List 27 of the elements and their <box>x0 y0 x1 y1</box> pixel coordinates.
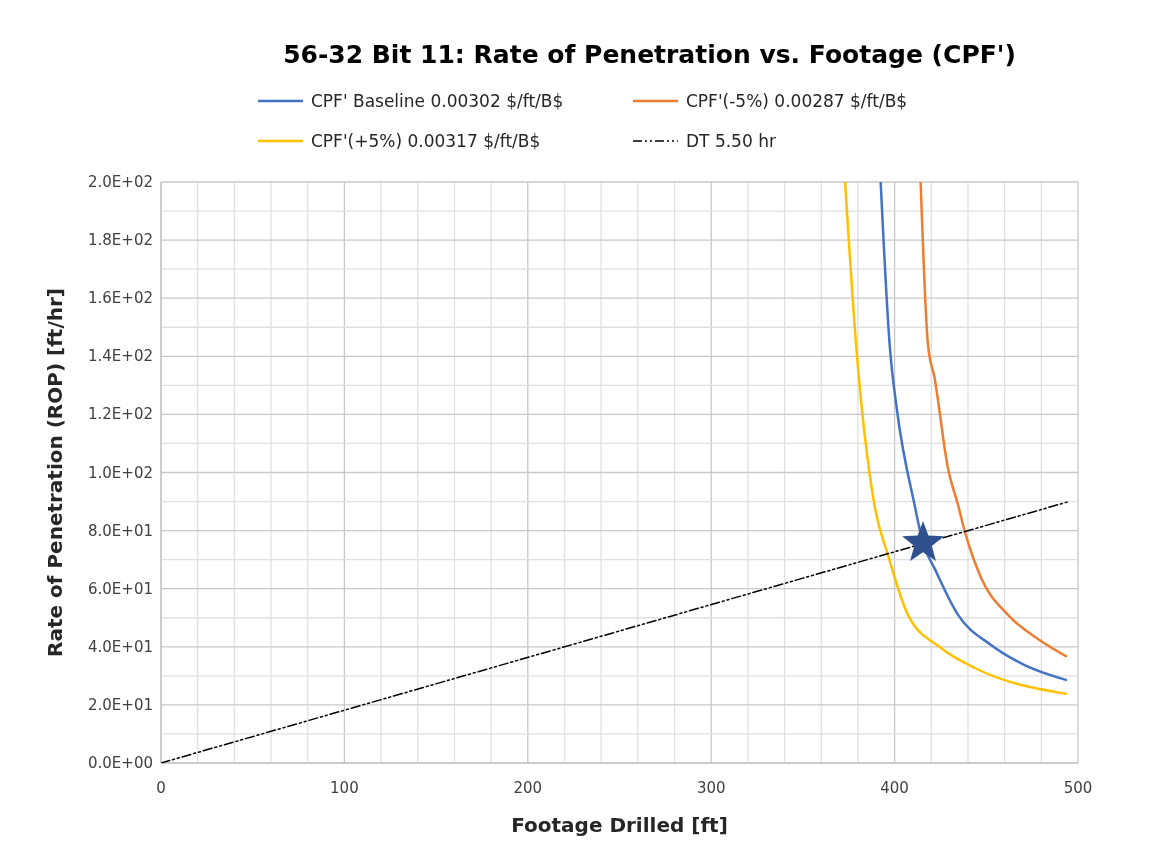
y-tick-label: 4.0E+01 <box>88 637 153 656</box>
line-series <box>843 182 1068 696</box>
y-tick-label: 1.0E+02 <box>88 463 153 482</box>
x-tick-label: 0 <box>156 779 166 797</box>
y-tick-label: 1.6E+02 <box>88 289 153 308</box>
y-tick-label: 6.0E+01 <box>88 579 153 598</box>
x-axis-title: Footage Drilled [ft] <box>511 813 728 837</box>
x-tick-label: 100 <box>330 779 359 797</box>
y-tick-label: 0.0E+00 <box>88 754 153 772</box>
legend-label: CPF'(+5%) 0.00317 $/ft/B$ <box>311 131 541 151</box>
x-tick-label: 400 <box>880 779 909 797</box>
legend-label: CPF' Baseline 0.00302 $/ft/B$ <box>311 91 564 111</box>
y-tick-label: 2.0E+01 <box>88 695 153 714</box>
y-tick-label: 1.4E+02 <box>88 347 153 366</box>
y-tick-label: 8.0E+01 <box>88 521 153 540</box>
y-tick-label: 1.2E+02 <box>88 405 153 424</box>
x-tick-label: 300 <box>696 779 726 797</box>
line-series <box>879 182 1068 682</box>
legend-label: DT 5.50 hr <box>686 131 776 151</box>
legend-label: CPF'(-5%) 0.00287 $/ft/B$ <box>686 91 908 111</box>
x-tick-label: 500 <box>1063 779 1093 797</box>
y-tick-label: 2.0E+02 <box>88 173 153 191</box>
chart-title: 56-32 Bit 11: Rate of Penetration vs. Footage (CPF') <box>283 40 1016 69</box>
x-tick-label: 200 <box>513 779 543 797</box>
y-tick-label: 1.8E+02 <box>88 231 153 250</box>
y-axis-title: Rate of Penetration (ROP) [ft/hr] <box>43 288 67 657</box>
line-series <box>919 182 1068 658</box>
